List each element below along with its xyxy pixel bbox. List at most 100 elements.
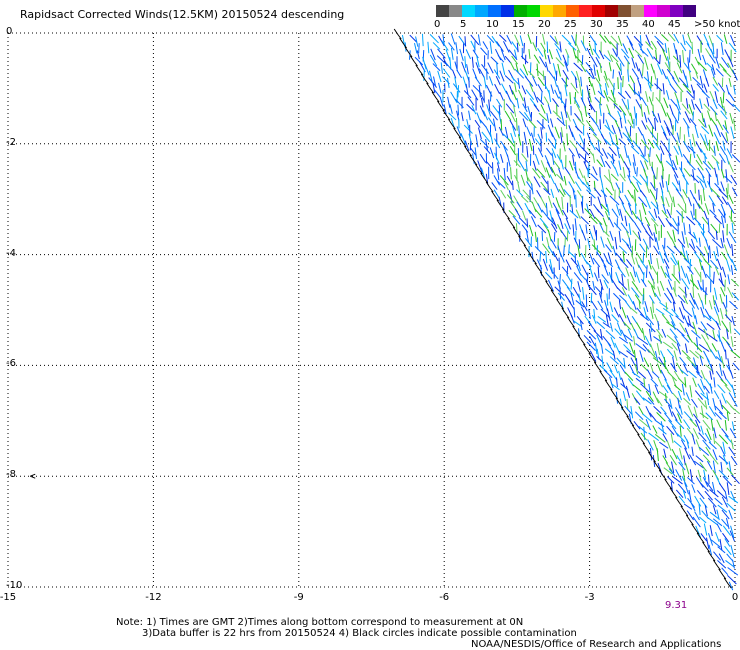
edge-barb <box>560 304 564 310</box>
wind-vector <box>655 308 665 315</box>
edge-barb <box>631 424 637 432</box>
wind-vector <box>632 266 637 278</box>
wind-vector <box>432 82 436 94</box>
wind-vector <box>709 489 719 498</box>
wind-vector <box>671 411 678 422</box>
wind-vector <box>726 482 730 496</box>
wind-vector <box>586 47 592 57</box>
wind-vector <box>506 154 511 167</box>
wind-vector <box>726 259 731 272</box>
wind-vector <box>627 189 634 199</box>
wind-vector <box>726 467 734 476</box>
wind-vector <box>653 175 656 189</box>
wind-vector <box>650 182 657 191</box>
wind-vector <box>574 91 577 104</box>
edge-barb <box>581 340 586 346</box>
wind-vector <box>521 153 528 162</box>
wind-vector <box>704 400 708 410</box>
wind-vector <box>623 344 632 353</box>
wind-vector <box>418 43 420 54</box>
wind-vector <box>718 469 729 480</box>
wind-vector <box>527 34 532 44</box>
edge-barb <box>620 406 626 414</box>
wind-vector <box>464 140 470 152</box>
edge-barb <box>529 253 534 261</box>
wind-vector <box>542 33 546 45</box>
wind-vector <box>583 138 585 151</box>
wind-vector <box>731 154 740 163</box>
wind-vector <box>549 210 554 223</box>
edge-barb <box>527 250 532 256</box>
wind-vector <box>708 441 717 450</box>
wind-vector <box>488 76 494 86</box>
wind-vector <box>667 279 673 290</box>
wind-vector <box>518 217 529 227</box>
wind-vector <box>480 167 486 179</box>
wind-vector <box>660 406 667 415</box>
wind-vector <box>580 201 584 214</box>
wind-vector <box>699 462 708 472</box>
wind-vector <box>707 218 710 231</box>
wind-vector <box>729 369 734 379</box>
wind-vector <box>730 126 735 139</box>
edge-barb <box>511 223 516 229</box>
wind-vector <box>718 434 729 445</box>
wind-vector <box>705 77 710 87</box>
wind-vector <box>707 180 713 193</box>
wind-vector <box>722 124 729 134</box>
scale-label: 30 <box>590 19 603 30</box>
wind-vector <box>717 546 726 554</box>
wind-vector <box>653 245 660 256</box>
wind-vector <box>564 61 569 72</box>
wind-vector <box>613 222 622 231</box>
wind-vector <box>693 406 698 418</box>
wind-vector <box>663 258 670 269</box>
wind-vector <box>561 34 572 45</box>
wind-vector <box>609 230 614 241</box>
wind-vector <box>716 34 724 43</box>
wind-vector <box>534 153 540 165</box>
wind-vector <box>588 42 594 56</box>
wind-vector <box>705 273 714 283</box>
wind-vector <box>669 328 678 339</box>
wind-vector <box>644 335 652 347</box>
wind-vector <box>683 411 693 422</box>
wind-vector <box>533 91 539 103</box>
wind-vector <box>650 63 655 74</box>
wind-vector <box>620 222 629 234</box>
map-marker-stroke <box>30 473 36 477</box>
wind-vector <box>641 63 644 76</box>
wind-vector <box>650 378 659 387</box>
wind-vector <box>711 64 716 75</box>
wind-vector <box>720 342 726 352</box>
wind-vector <box>604 83 608 95</box>
wind-vector <box>552 98 559 107</box>
wind-vector <box>641 97 648 107</box>
wind-vector <box>545 250 548 264</box>
wind-vector <box>553 76 558 87</box>
wind-vector <box>719 363 723 377</box>
wind-vector <box>596 69 601 82</box>
wind-vector <box>668 404 673 417</box>
edge-barb <box>518 235 524 243</box>
wind-vector <box>551 152 555 165</box>
wind-vector <box>641 202 647 215</box>
wind-vector <box>668 468 676 477</box>
wind-vector <box>683 455 686 466</box>
wind-vector <box>569 92 572 105</box>
wind-vector <box>572 224 575 236</box>
wind-vector <box>681 383 685 396</box>
wind-vector <box>720 42 724 56</box>
wind-vector <box>721 393 727 404</box>
wind-vector <box>722 230 725 243</box>
wind-vector <box>542 258 549 271</box>
map-marker <box>30 473 36 479</box>
wind-vector <box>706 460 713 470</box>
wind-vector <box>643 377 646 388</box>
wind-vector <box>599 103 602 117</box>
wind-vector <box>610 278 619 289</box>
edge-barb <box>653 460 659 468</box>
wind-vector <box>724 420 727 431</box>
wind-vector <box>415 36 419 47</box>
wind-vector <box>460 133 467 145</box>
